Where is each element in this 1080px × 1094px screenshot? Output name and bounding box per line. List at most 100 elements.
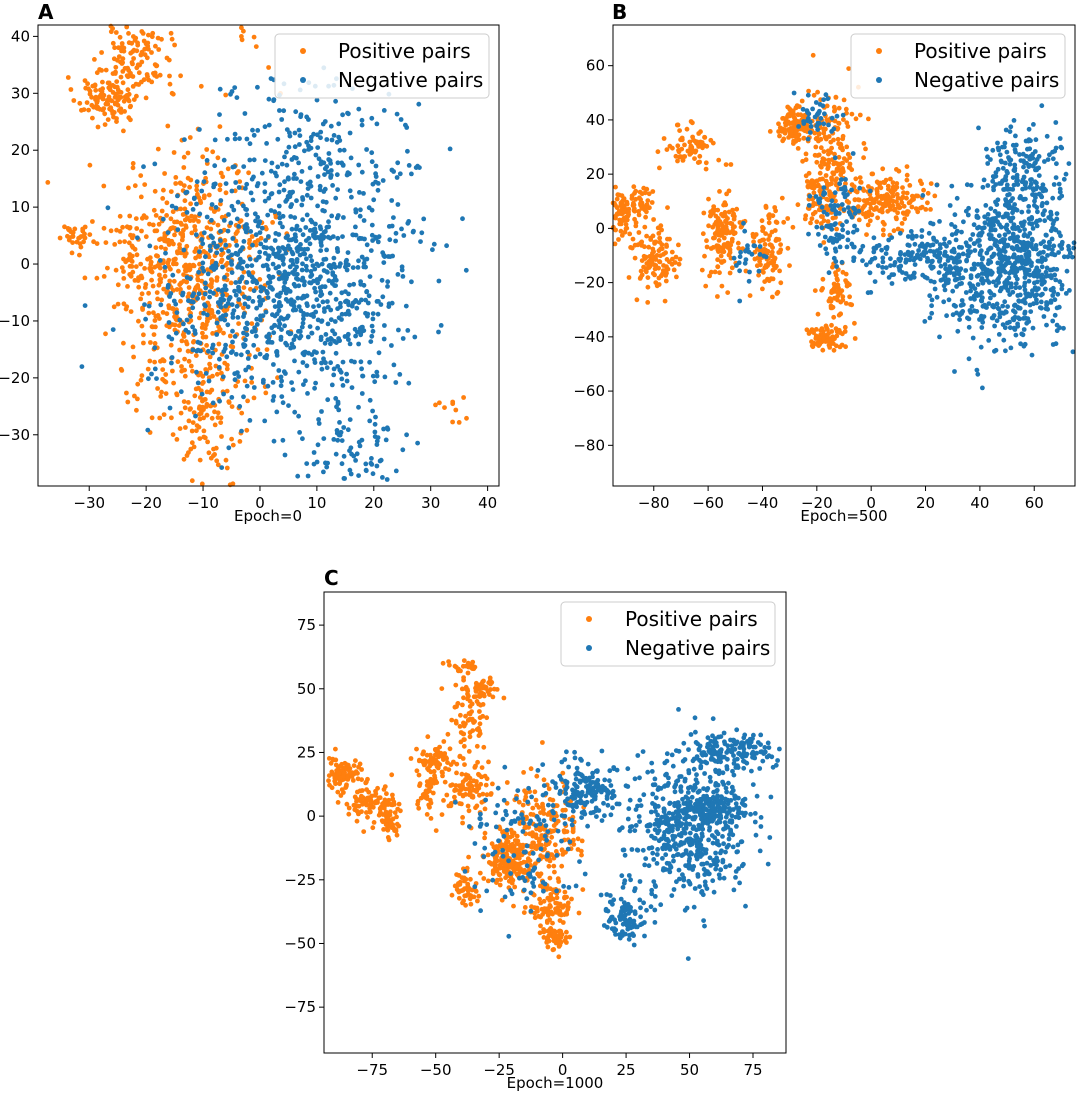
scatter-point <box>892 206 898 212</box>
scatter-point <box>130 84 136 89</box>
scatter-point <box>805 136 811 142</box>
scatter-point <box>252 211 258 217</box>
scatter-point <box>1033 243 1039 248</box>
scatter-point <box>692 156 697 162</box>
scatter-point <box>1008 157 1014 163</box>
scatter-point <box>77 252 82 258</box>
scatter-point <box>347 417 353 422</box>
scatter-point <box>240 245 246 251</box>
scatter-point <box>210 258 215 264</box>
scatter-point <box>323 332 329 337</box>
x-tick-label: −10 <box>187 494 219 512</box>
scatter-point <box>831 104 837 110</box>
scatter-point <box>129 264 135 269</box>
scatter-point <box>765 263 770 269</box>
scatter-point <box>381 336 387 342</box>
scatter-point <box>218 198 224 203</box>
scatter-point <box>373 163 379 169</box>
scatter-point <box>160 367 166 372</box>
scatter-point <box>942 252 948 258</box>
scatter-point <box>244 427 250 433</box>
scatter-point <box>336 770 342 776</box>
scatter-point <box>244 136 250 142</box>
scatter-point <box>1022 275 1028 280</box>
scatter-point <box>276 232 282 237</box>
scatter-point <box>463 267 469 273</box>
scatter-point <box>102 122 108 127</box>
scatter-point <box>1028 138 1033 144</box>
scatter-point <box>332 778 338 784</box>
scatter-point <box>988 295 993 301</box>
scatter-point <box>631 184 637 190</box>
scatter-point <box>382 323 387 328</box>
scatter-point <box>1034 218 1040 224</box>
scatter-point <box>82 231 87 237</box>
scatter-point <box>843 301 849 306</box>
scatter-point <box>375 187 381 193</box>
scatter-point <box>779 195 785 201</box>
scatter-point <box>1034 184 1040 190</box>
scatter-point <box>216 324 222 330</box>
scatter-point <box>100 96 106 102</box>
scatter-point <box>910 193 915 199</box>
scatter-point <box>127 272 133 277</box>
scatter-point <box>982 302 987 308</box>
scatter-point <box>889 272 895 278</box>
scatter-point <box>121 128 126 134</box>
scatter-point <box>655 149 661 155</box>
scatter-point <box>643 268 649 273</box>
scatter-point <box>204 312 210 318</box>
scatter-point <box>780 116 785 121</box>
scatter-point <box>815 311 821 317</box>
scatter-point <box>192 393 198 399</box>
scatter-point <box>309 330 315 336</box>
scatter-point <box>199 237 205 242</box>
scatter-point <box>333 195 339 201</box>
scatter-point <box>195 276 201 282</box>
scatter-point <box>225 322 231 328</box>
scatter-point <box>238 265 244 271</box>
scatter-point <box>1021 327 1027 332</box>
scatter-point <box>1050 156 1056 162</box>
scatter-point <box>1059 193 1065 199</box>
scatter-point <box>204 147 210 152</box>
scatter-point <box>237 136 242 142</box>
scatter-point <box>190 368 195 374</box>
scatter-point <box>728 162 734 167</box>
scatter-point <box>898 250 903 255</box>
scatter-point <box>649 200 655 205</box>
scatter-point <box>836 105 842 111</box>
scatter-point <box>834 113 840 119</box>
scatter-point <box>350 265 356 270</box>
scatter-point <box>719 227 725 232</box>
scatter-point <box>171 150 177 155</box>
scatter-point <box>664 242 669 248</box>
scatter-point <box>235 315 241 320</box>
scatter-point <box>382 374 388 380</box>
scatter-point <box>824 251 830 256</box>
scatter-point <box>173 181 179 186</box>
scatter-point <box>186 400 191 405</box>
scatter-point <box>821 185 827 191</box>
scatter-point <box>301 312 306 318</box>
scatter-point <box>331 255 337 261</box>
scatter-point <box>634 297 640 303</box>
scatter-point <box>260 297 266 303</box>
scatter-point <box>1029 236 1035 242</box>
scatter-point <box>1043 273 1049 279</box>
scatter-point <box>292 409 298 415</box>
scatter-point <box>314 97 320 103</box>
scatter-point <box>1035 279 1040 285</box>
scatter-point <box>164 200 170 206</box>
scatter-point <box>300 195 305 200</box>
scatter-point <box>142 182 148 188</box>
scatter-point <box>761 249 766 255</box>
scatter-point <box>368 248 374 254</box>
scatter-point <box>166 303 172 308</box>
scatter-point <box>934 182 940 188</box>
scatter-point <box>636 209 641 214</box>
scatter-point <box>265 267 271 272</box>
scatter-point <box>790 224 796 230</box>
scatter-point <box>719 249 725 254</box>
scatter-point <box>249 274 255 280</box>
